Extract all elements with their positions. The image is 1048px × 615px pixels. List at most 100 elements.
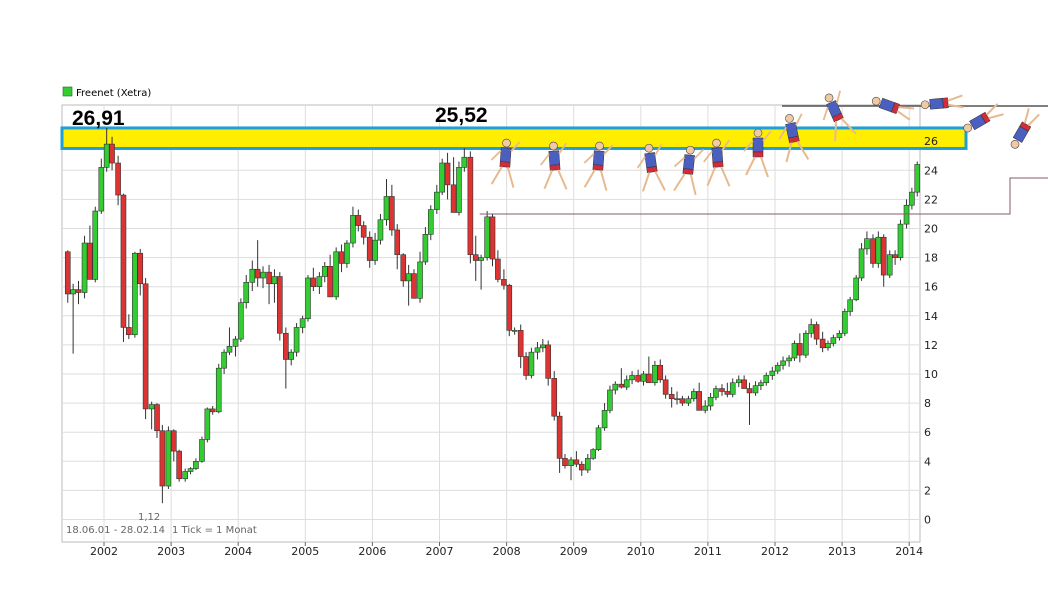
jumper-shorts — [891, 102, 900, 115]
candle-body — [333, 251, 339, 298]
candle-body — [271, 276, 278, 285]
jumper-head — [824, 93, 834, 103]
candle — [808, 318, 815, 338]
candle — [724, 382, 731, 398]
candle-body — [691, 391, 697, 400]
jumper-leg — [1023, 108, 1030, 124]
jumper-leg — [896, 110, 911, 121]
candle-body — [545, 344, 552, 379]
candle — [288, 349, 295, 366]
x-tick-label: 2004 — [224, 545, 252, 558]
candle-body — [411, 273, 417, 299]
candle-body — [170, 430, 177, 452]
candle — [193, 458, 199, 471]
candle-body — [472, 254, 479, 261]
candle-body — [360, 225, 367, 238]
candlestick-series — [64, 127, 921, 504]
candle-body — [562, 458, 568, 466]
candle — [254, 240, 261, 287]
jumper-arm — [636, 156, 646, 169]
candle — [489, 213, 496, 267]
candle — [825, 340, 831, 351]
candle — [746, 382, 753, 425]
candle-body — [254, 268, 261, 279]
candle — [752, 381, 759, 396]
candle — [400, 253, 407, 287]
candle-body — [92, 210, 99, 280]
candle-body — [165, 430, 172, 487]
x-tick-label: 2012 — [761, 545, 789, 558]
candle-body — [758, 382, 764, 386]
jumper-leg — [506, 166, 515, 188]
candle-body — [283, 332, 289, 360]
candle-body — [394, 229, 401, 255]
jumper-arm — [540, 153, 550, 166]
candle-body — [327, 266, 333, 298]
candle — [232, 336, 239, 357]
candle-body — [534, 347, 541, 353]
jumper-arm — [721, 139, 731, 152]
jumper-leg — [947, 103, 964, 109]
candle-body — [260, 271, 266, 279]
candle — [461, 148, 468, 172]
candle — [215, 363, 222, 414]
candle-body — [578, 463, 585, 471]
candle — [199, 436, 205, 463]
jumper-shirt — [548, 150, 561, 166]
candle — [142, 277, 149, 420]
candle-body — [679, 398, 686, 404]
x-tick-label: 2014 — [895, 545, 923, 558]
candle-body — [752, 385, 759, 394]
candle-body — [803, 332, 809, 356]
jumper-figure — [636, 143, 666, 192]
jumper-head — [502, 138, 511, 148]
candle — [646, 356, 652, 384]
jumper-head — [785, 114, 794, 123]
candle — [495, 250, 501, 283]
candle-body — [769, 370, 776, 376]
candle — [880, 234, 887, 287]
candle — [511, 327, 518, 335]
candle-body — [355, 215, 362, 226]
candle-body — [120, 194, 127, 328]
jumper-arm — [510, 141, 521, 152]
candle — [305, 275, 311, 322]
candle-body — [293, 327, 300, 353]
jumper-figure — [703, 138, 731, 187]
candle — [662, 375, 669, 399]
x-tick-label: 2009 — [560, 545, 588, 558]
candle — [81, 235, 88, 299]
candle — [417, 251, 423, 303]
resistance-band — [60, 126, 968, 150]
candle-body — [729, 382, 736, 395]
jumper-head — [871, 96, 881, 106]
jumper-arm — [673, 156, 686, 168]
candle — [321, 261, 328, 283]
candle — [176, 449, 182, 482]
candle — [870, 234, 876, 268]
candle-body — [501, 279, 507, 286]
candle-body — [142, 283, 149, 410]
candle — [528, 347, 535, 379]
candle-body — [299, 318, 306, 328]
legend-swatch — [62, 86, 73, 97]
candle — [657, 359, 664, 383]
candle — [450, 157, 457, 213]
candle-body — [646, 373, 652, 384]
annotation-high-2007: 25,52 — [435, 104, 488, 127]
jumper-shirt — [499, 147, 512, 163]
jumper-shirt — [929, 97, 944, 110]
jumper-leg — [1027, 113, 1040, 127]
candle-body — [696, 391, 702, 411]
candle — [830, 334, 837, 347]
candle-body — [853, 277, 859, 301]
candle-body — [193, 460, 199, 469]
legend-label: Freenet (Xetra) — [76, 88, 151, 99]
candle — [238, 298, 244, 342]
candle-body — [836, 332, 843, 338]
candle-body — [662, 379, 669, 395]
candle-body — [556, 415, 563, 459]
candle-body — [199, 439, 205, 462]
candle-body — [719, 388, 725, 392]
